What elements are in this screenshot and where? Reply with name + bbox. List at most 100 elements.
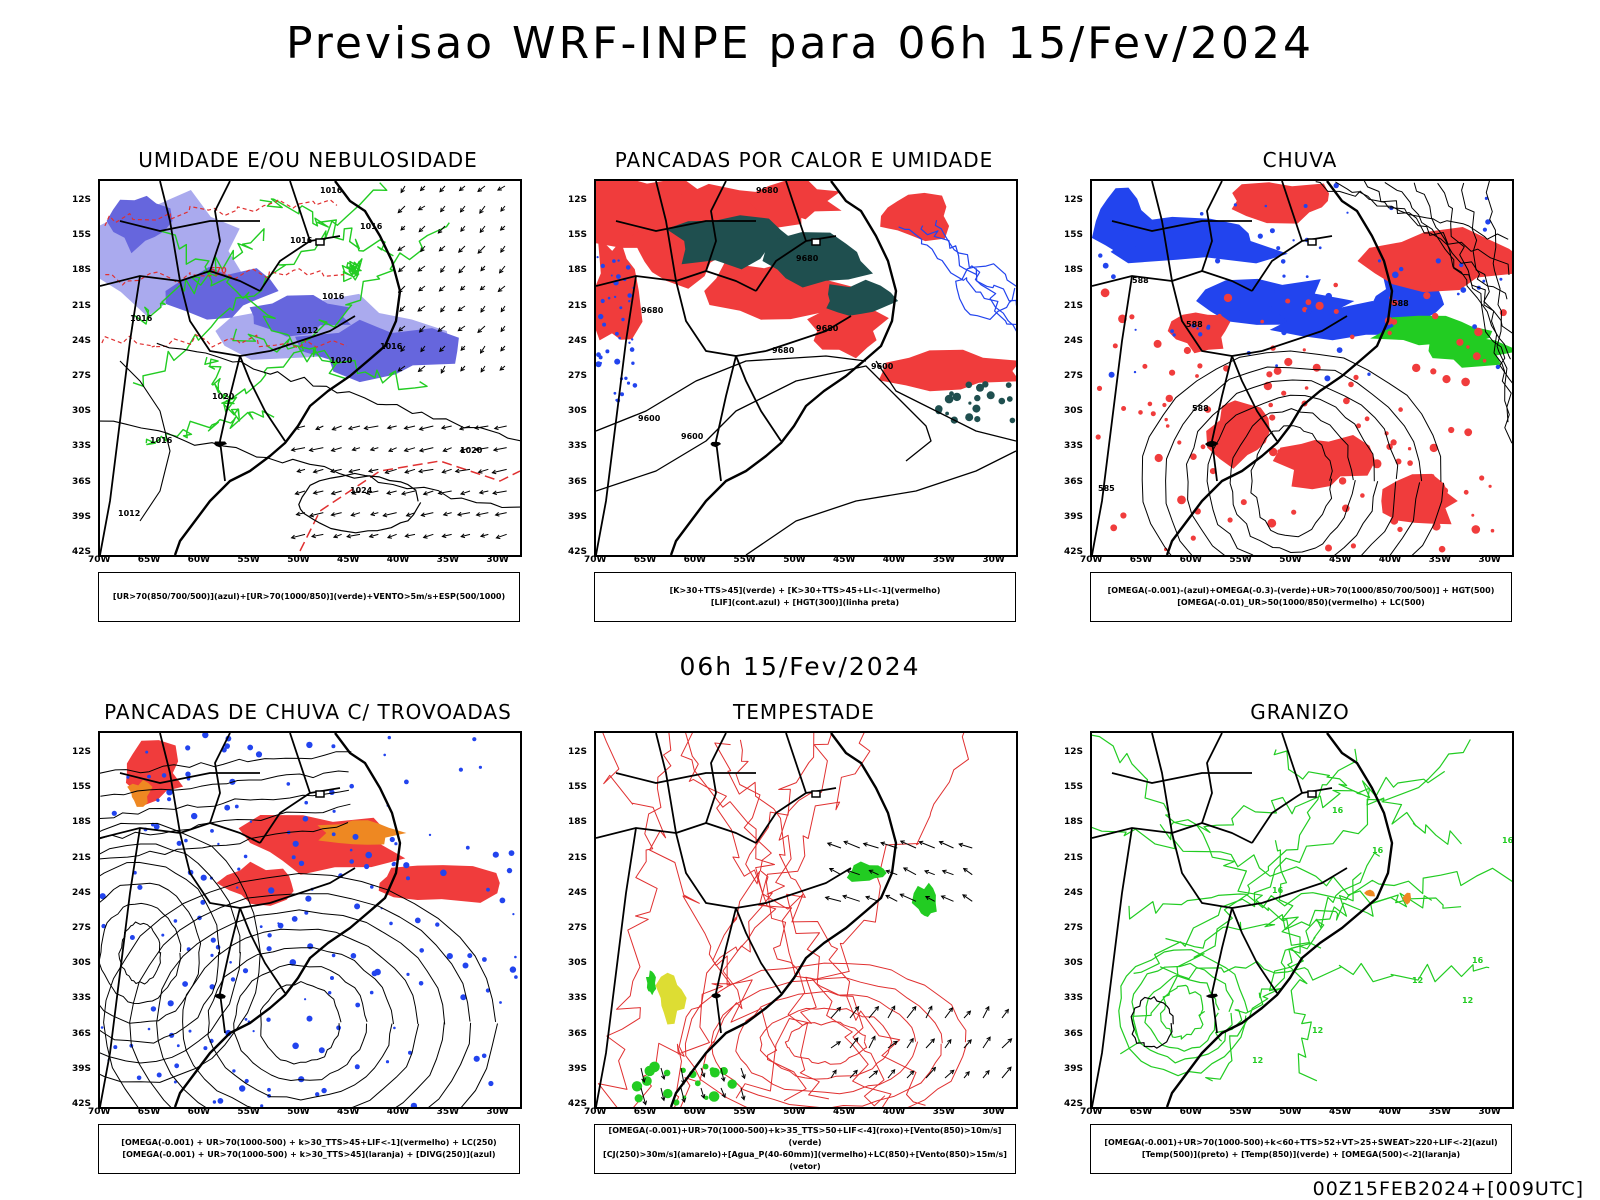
wind-vector bbox=[420, 347, 425, 353]
wind-vector bbox=[919, 841, 935, 849]
divergence-blue bbox=[306, 1015, 313, 1022]
divergence-blue bbox=[200, 899, 206, 905]
lake bbox=[811, 790, 821, 798]
wind-vector bbox=[842, 894, 848, 900]
wind-vector bbox=[928, 1005, 933, 1011]
state-border bbox=[1111, 220, 1252, 232]
humidity-contour-low bbox=[341, 258, 363, 283]
rain-red bbox=[1195, 374, 1199, 378]
divergence-blue bbox=[100, 893, 106, 900]
divergence-blue bbox=[385, 1060, 390, 1064]
divergence-blue bbox=[161, 933, 165, 937]
lon-tick-label: 65W bbox=[1129, 1107, 1153, 1117]
wind-vector bbox=[660, 1067, 665, 1080]
contour-label: 1020 bbox=[460, 446, 483, 455]
omega-blue bbox=[1485, 219, 1491, 225]
wind-vector bbox=[931, 1066, 937, 1072]
lon-tick-label: 50W bbox=[287, 1107, 310, 1117]
wind-vector bbox=[347, 425, 353, 431]
wind-vector bbox=[924, 870, 935, 876]
wind-vector bbox=[440, 205, 446, 213]
omega-blue bbox=[1285, 303, 1289, 306]
wind-vector bbox=[476, 512, 489, 516]
wind-vector bbox=[458, 248, 463, 253]
wind-vector bbox=[479, 490, 489, 494]
omega-blue bbox=[1108, 371, 1115, 378]
rain-red bbox=[1095, 434, 1101, 440]
rain-red bbox=[1183, 346, 1191, 355]
lat-tick-label: 18S bbox=[1064, 817, 1084, 828]
contour-label: 9600 bbox=[638, 414, 661, 423]
rain-red bbox=[1348, 381, 1354, 388]
contour-label: 588 bbox=[1392, 299, 1409, 308]
hgt500-contour bbox=[1461, 182, 1512, 423]
streamline bbox=[207, 947, 394, 1101]
lon-tick-label: 45W bbox=[833, 1107, 856, 1117]
wind-vector bbox=[944, 1039, 952, 1049]
lon-tick-label: 60W bbox=[187, 1107, 211, 1117]
wind-vector bbox=[420, 245, 426, 252]
wind-vector bbox=[422, 490, 428, 496]
lat-tick-label: 21S bbox=[72, 852, 92, 863]
divergence-blue bbox=[230, 977, 236, 982]
rain-red bbox=[1162, 402, 1167, 408]
lat-tick-label: 24S bbox=[568, 335, 588, 346]
lon-tick-label: 60W bbox=[187, 555, 211, 565]
contour-label: 1016 bbox=[380, 342, 403, 351]
wind-vector bbox=[440, 207, 445, 213]
wind-vector bbox=[982, 1070, 990, 1079]
hgt500-contour bbox=[1315, 181, 1509, 240]
map-graphic bbox=[100, 733, 518, 1107]
wind-vector bbox=[460, 447, 471, 452]
wind-vector bbox=[500, 327, 505, 333]
divergence-blue bbox=[482, 957, 487, 962]
contour-label: 9600 bbox=[871, 362, 894, 371]
wind-vector bbox=[477, 469, 483, 474]
wind-vector bbox=[720, 1087, 726, 1098]
wind-vector bbox=[944, 1007, 953, 1019]
wind-vector bbox=[494, 425, 507, 430]
humidity-contour-low bbox=[132, 182, 388, 387]
lat-tick-label: 42S bbox=[1064, 1099, 1084, 1109]
wind-vector bbox=[890, 1068, 896, 1074]
wind-vector bbox=[417, 265, 426, 272]
wind-vector bbox=[437, 225, 446, 234]
wind-vector bbox=[386, 534, 392, 539]
state-border bbox=[1171, 832, 1263, 909]
wind-vector bbox=[474, 425, 489, 429]
rain-red bbox=[1407, 447, 1412, 451]
wind-vector bbox=[965, 1070, 970, 1076]
wind-vector bbox=[741, 1074, 746, 1080]
contour-label: 1016 bbox=[130, 314, 153, 323]
lon-tick-label: 45W bbox=[337, 555, 360, 565]
model-run-label: 00Z15FEB2024+[009UTC] bbox=[1312, 1178, 1584, 1200]
divergence-blue bbox=[465, 845, 470, 850]
wind-vector bbox=[459, 185, 466, 191]
lon-tick-label: 30W bbox=[982, 555, 1005, 565]
divergence-blue bbox=[307, 943, 314, 950]
divergence-blue bbox=[176, 1044, 180, 1048]
rain-red bbox=[1343, 397, 1350, 405]
divergence-blue bbox=[428, 833, 432, 837]
rain-red bbox=[1390, 439, 1397, 446]
wind-vector bbox=[887, 1069, 896, 1079]
instability-green bbox=[762, 232, 873, 288]
state-border bbox=[655, 181, 677, 282]
wind-vector bbox=[868, 869, 874, 874]
omega-blue bbox=[1092, 187, 1154, 252]
wind-vector bbox=[296, 468, 302, 473]
lc850-streamline bbox=[710, 977, 943, 1107]
wind-vector bbox=[441, 469, 447, 474]
wind-vector bbox=[911, 1005, 917, 1011]
rain-red bbox=[1291, 509, 1297, 515]
wind-vector bbox=[640, 1067, 645, 1083]
lat-tick-label: 30S bbox=[1064, 958, 1084, 969]
wind-vector bbox=[330, 512, 336, 517]
divergence-blue bbox=[252, 1030, 255, 1033]
wind-vector bbox=[400, 345, 406, 352]
wind-vector bbox=[439, 187, 444, 193]
rain-red bbox=[1356, 423, 1361, 429]
lon-tick-label: 55W bbox=[237, 555, 260, 565]
lat-tick-label: 39S bbox=[72, 511, 92, 522]
wind-vector bbox=[966, 1010, 972, 1016]
